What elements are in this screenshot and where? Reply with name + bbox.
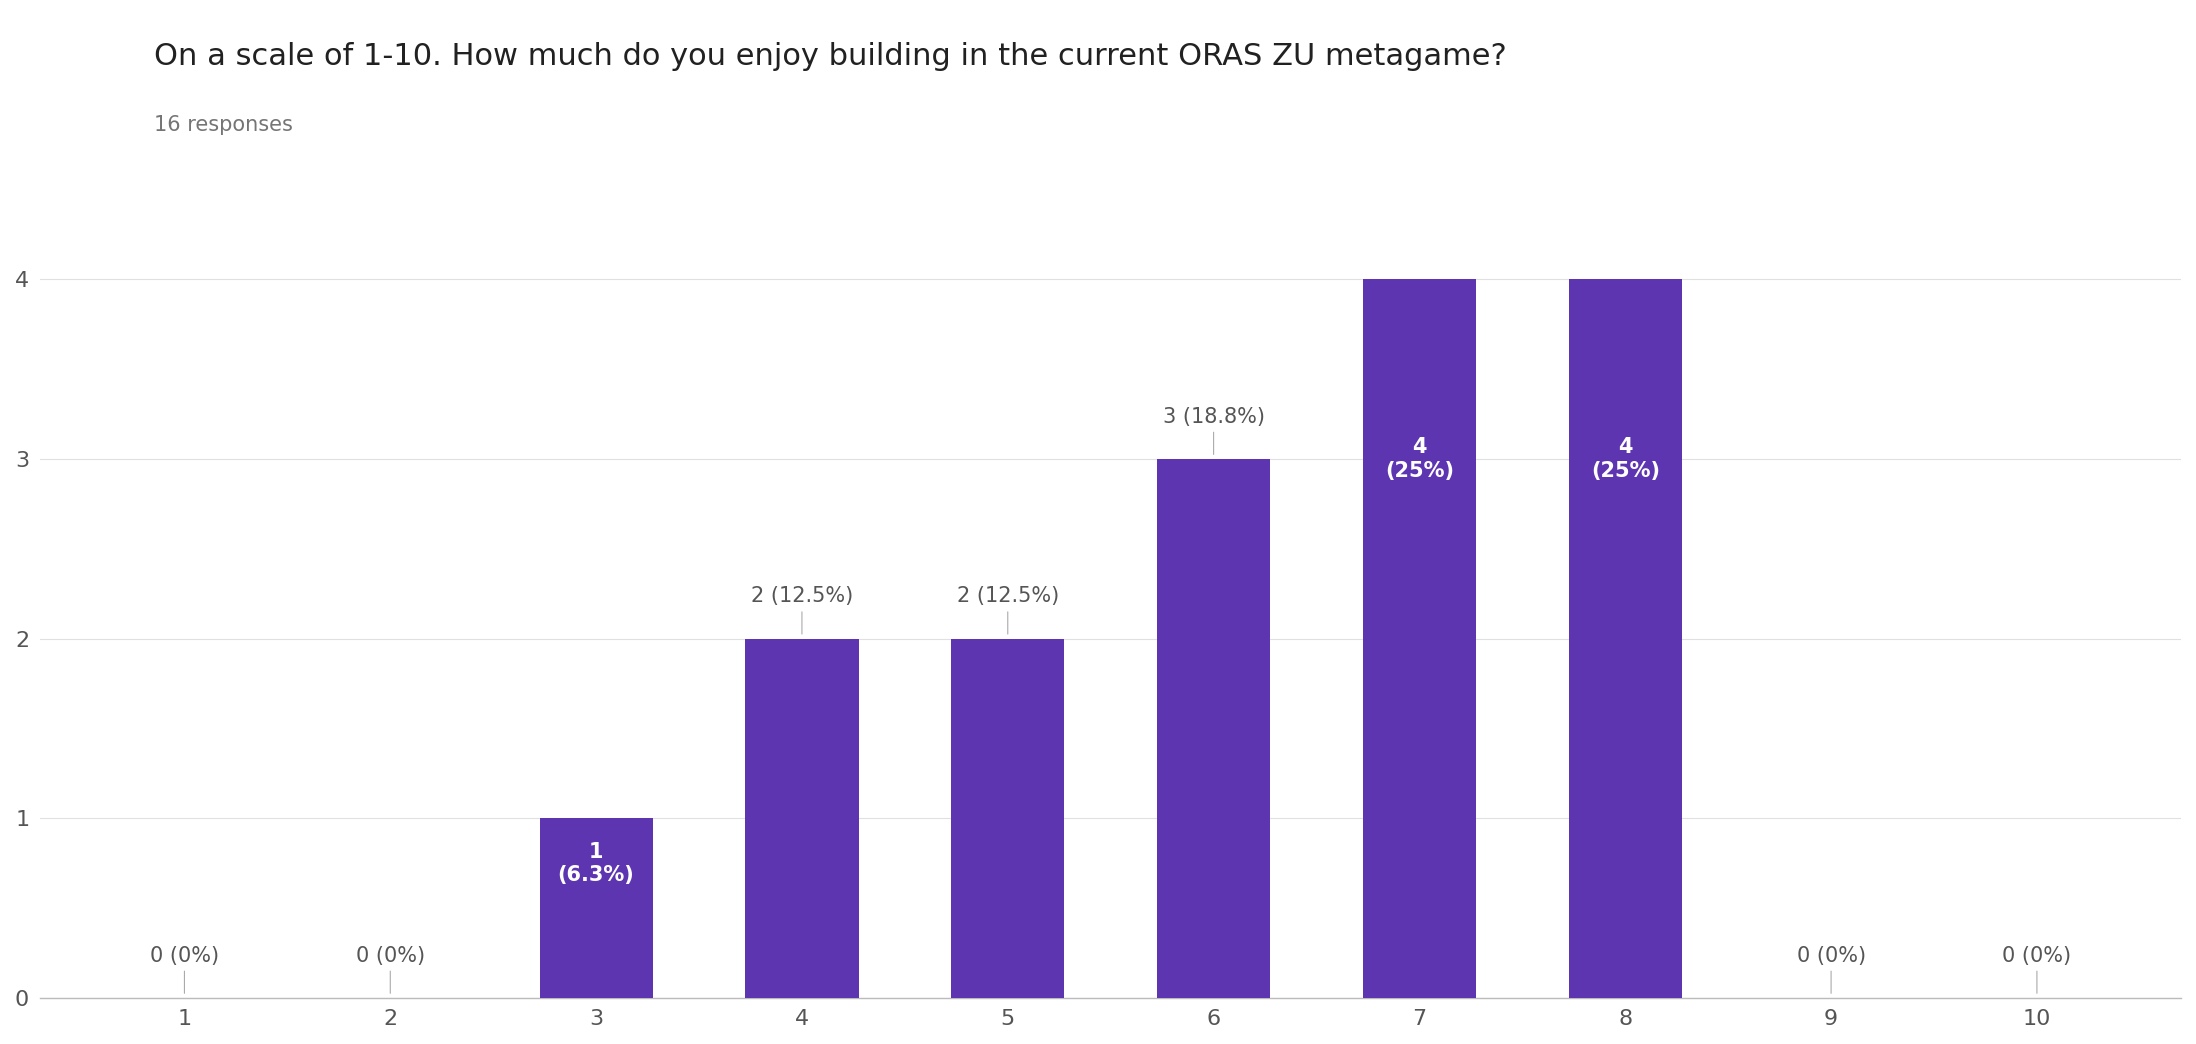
- Text: 0 (0%): 0 (0%): [1796, 946, 1867, 993]
- Text: 2 (12.5%): 2 (12.5%): [957, 587, 1058, 634]
- Text: 2 (12.5%): 2 (12.5%): [751, 587, 852, 634]
- Text: 3 (18.8%): 3 (18.8%): [1162, 407, 1265, 454]
- Bar: [1364, 280, 1476, 998]
- Bar: [540, 818, 652, 998]
- Bar: [1568, 280, 1682, 998]
- Bar: [744, 639, 859, 998]
- Bar: [951, 639, 1065, 998]
- Text: 4
(25%): 4 (25%): [1386, 437, 1454, 480]
- Bar: [1157, 459, 1269, 998]
- Text: 1
(6.3%): 1 (6.3%): [558, 841, 635, 884]
- Text: 4
(25%): 4 (25%): [1590, 437, 1660, 480]
- Text: 0 (0%): 0 (0%): [149, 946, 220, 993]
- Text: 0 (0%): 0 (0%): [2003, 946, 2071, 993]
- Text: 16 responses: 16 responses: [154, 115, 292, 135]
- Text: 0 (0%): 0 (0%): [356, 946, 424, 993]
- Text: On a scale of 1-10. How much do you enjoy building in the current ORAS ZU metaga: On a scale of 1-10. How much do you enjo…: [154, 42, 1506, 71]
